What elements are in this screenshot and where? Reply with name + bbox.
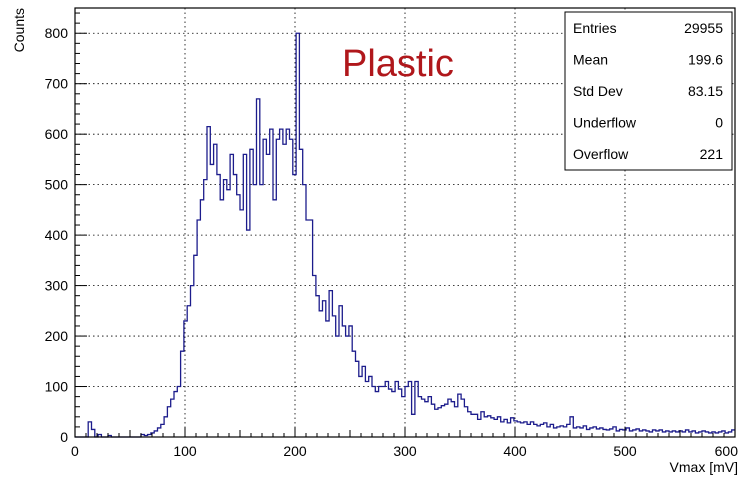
- y-tick-label: 0: [60, 429, 68, 445]
- x-tick-label: 400: [503, 443, 527, 459]
- statistics-box-frame: [564, 11, 733, 171]
- stat-label: Std Dev: [573, 83, 623, 99]
- y-tick-label: 500: [45, 177, 69, 193]
- x-tick-label: 100: [173, 443, 197, 459]
- stat-value: 221: [700, 146, 724, 162]
- histogram-series: [75, 32, 735, 438]
- y-tick-label: 700: [45, 76, 69, 92]
- y-tick-label: 800: [45, 25, 69, 41]
- axis-ticks: [74, 12, 736, 438]
- y-tick-label: 300: [45, 278, 69, 294]
- x-tick-label: 300: [393, 443, 417, 459]
- stat-value: 83.15: [688, 83, 723, 99]
- y-tick-label: 200: [45, 328, 69, 344]
- y-axis-tick-labels: 0 100 200 300 400 500 600 700 800: [45, 25, 69, 445]
- stat-value: 199.6: [688, 51, 723, 67]
- y-axis-title: Counts: [11, 8, 27, 52]
- stat-label: Mean: [573, 51, 608, 67]
- x-tick-label: 500: [613, 443, 637, 459]
- stat-value: 0: [715, 115, 723, 131]
- plastic-annotation: Plastic: [342, 43, 454, 85]
- stat-label: Underflow: [573, 115, 637, 131]
- stat-label: Entries: [573, 20, 617, 36]
- x-axis-tick-labels: 0 100 200 300 400 500 600: [71, 443, 738, 459]
- x-tick-label: 600: [715, 443, 739, 459]
- x-axis-title: Vmax [mV]: [670, 459, 738, 475]
- y-tick-label: 400: [45, 227, 69, 243]
- x-tick-label: 200: [283, 443, 307, 459]
- stat-value: 29955: [684, 20, 723, 36]
- x-tick-label: 0: [71, 443, 79, 459]
- statistics-box: Entries 29955 Mean 199.6 Std Dev 83.15 Underfl…: [564, 11, 733, 171]
- stat-label: Overflow: [573, 146, 629, 162]
- y-tick-label: 100: [45, 379, 69, 395]
- y-tick-label: 600: [45, 126, 69, 142]
